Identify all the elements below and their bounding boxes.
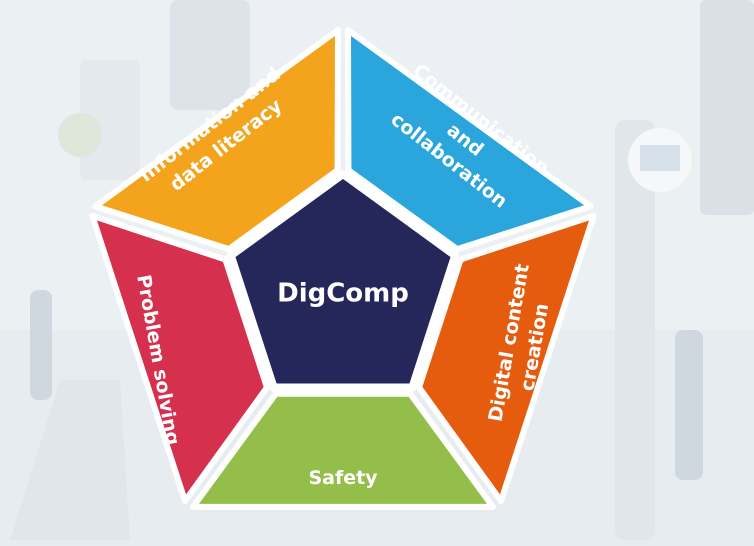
segment-problem: Problem solving	[89, 212, 270, 504]
segment-shape-communication	[345, 27, 594, 253]
segment-information: Information anddata literacy	[92, 27, 341, 253]
center-pentagon: DigComp	[226, 170, 460, 392]
segment-safety: Safety	[190, 390, 496, 510]
segment-content: Digital contentcreation	[416, 212, 597, 504]
segment-shape-safety	[190, 390, 496, 510]
segment-label-line: Safety	[308, 467, 378, 489]
center-label: DigComp	[277, 279, 409, 309]
center-shape	[226, 170, 460, 392]
pentagon-wheel: Information anddata literacy Communicatio…	[89, 27, 597, 510]
segment-shape-information	[92, 27, 341, 253]
segment-shape-content	[416, 212, 597, 504]
segment-shape-problem	[89, 212, 270, 504]
segment-label-safety: Safety	[308, 467, 378, 489]
segment-communication: Communicationandcollaboration	[345, 27, 594, 253]
